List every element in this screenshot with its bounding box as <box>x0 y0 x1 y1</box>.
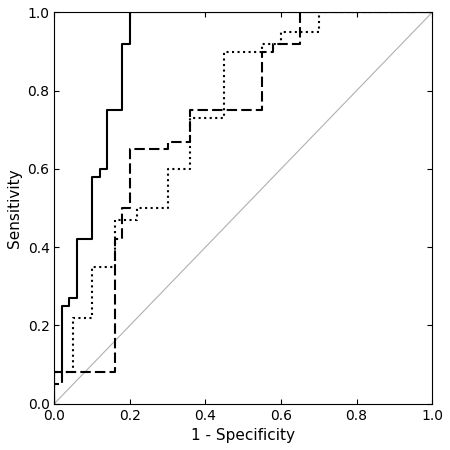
X-axis label: 1 - Specificity: 1 - Specificity <box>191 428 295 443</box>
Y-axis label: Sensitivity: Sensitivity <box>7 168 22 248</box>
